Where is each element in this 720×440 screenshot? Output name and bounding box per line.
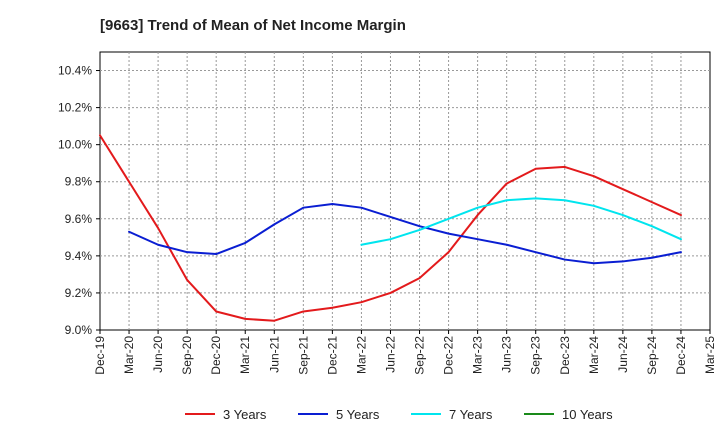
y-tick-label: 10.4% (58, 64, 92, 78)
y-tick-label: 9.8% (65, 175, 93, 189)
legend-label: 7 Years (449, 407, 493, 422)
series-lines (99, 134, 682, 322)
chart-title: [9663] Trend of Mean of Net Income Margi… (100, 17, 406, 34)
x-tick-label: Mar-21 (238, 336, 252, 374)
x-tick-label: Jun-23 (500, 336, 514, 373)
plot-area (99, 51, 711, 331)
x-axis: Dec-19 Mar-20 Jun-20 Sep-20 Dec-20 Mar-21 Jun-… (93, 330, 717, 375)
x-tick-label: Dec-23 (558, 336, 572, 375)
x-tick-label: Sep-24 (645, 336, 659, 375)
x-tick-label: Dec-21 (325, 336, 339, 375)
legend-label: 10 Years (562, 407, 613, 422)
x-tick-label: Mar-24 (587, 336, 601, 374)
x-tick-label: Sep-22 (413, 336, 427, 375)
x-tick-label: Dec-19 (93, 336, 107, 375)
x-tick-label: Mar-20 (122, 336, 136, 374)
x-tick-label: Dec-24 (674, 336, 688, 375)
x-tick-label: Mar-22 (354, 336, 368, 374)
x-tick-label: Mar-23 (471, 336, 485, 374)
y-axis: 9.0% 9.2% 9.4% 9.6% 9.8% 10.0% 10.2% 10.4% (58, 64, 100, 337)
x-tick-label: Sep-20 (180, 336, 194, 375)
series-line-2 (360, 197, 682, 246)
y-tick-label: 9.6% (65, 212, 93, 226)
y-tick-label: 10.0% (58, 138, 92, 152)
x-tick-label: Dec-22 (442, 336, 456, 375)
legend-label: 5 Years (336, 407, 380, 422)
y-tick-label: 9.2% (65, 286, 93, 300)
y-tick-label: 9.4% (65, 249, 93, 263)
gridlines (100, 52, 710, 330)
series-line-0 (99, 134, 682, 322)
x-tick-label: Jun-24 (616, 336, 630, 373)
x-tick-label: Jun-20 (151, 336, 165, 373)
series-line-1 (128, 202, 682, 265)
x-tick-label: Dec-20 (209, 336, 223, 375)
legend-label: 3 Years (223, 407, 267, 422)
x-tick-label: Sep-23 (529, 336, 543, 375)
x-tick-label: Jun-22 (383, 336, 397, 373)
legend: 3 Years 5 Years 7 Years 10 Years (185, 407, 613, 422)
y-tick-label: 9.0% (65, 323, 93, 337)
x-tick-label: Sep-21 (296, 336, 310, 375)
y-tick-label: 10.2% (58, 101, 92, 115)
x-tick-label: Mar-25 (703, 336, 717, 374)
x-tick-label: Jun-21 (267, 336, 281, 373)
